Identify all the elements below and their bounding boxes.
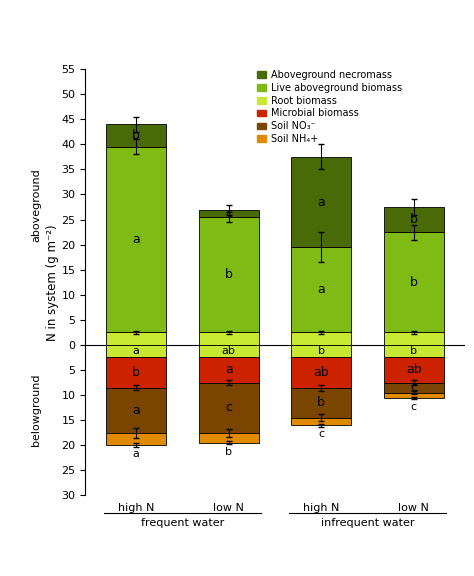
Text: b: b — [410, 346, 417, 356]
Bar — [383, 232, 444, 332]
Text: low N: low N — [213, 503, 244, 513]
Text: a: a — [132, 233, 140, 246]
Text: a: a — [225, 363, 233, 377]
Text: infrequent water: infrequent water — [320, 518, 414, 528]
Text: c: c — [410, 381, 417, 394]
Text: aboveground: aboveground — [31, 169, 41, 242]
Bar — [106, 147, 166, 332]
Text: a: a — [317, 195, 325, 209]
Bar — [199, 358, 259, 382]
Bar — [199, 433, 259, 443]
Text: ab: ab — [406, 363, 421, 377]
Text: b: b — [132, 366, 140, 379]
Text: b: b — [225, 268, 233, 281]
Bar — [199, 210, 259, 217]
Bar — [106, 433, 166, 445]
Text: b: b — [132, 129, 140, 142]
Bar — [106, 388, 166, 433]
Text: b: b — [225, 447, 232, 457]
Text: b: b — [318, 346, 325, 356]
Legend: Aboveground necromass, Live aboveground biomass, Root biomass, Microbial biomass: Aboveground necromass, Live aboveground … — [257, 70, 402, 145]
Text: c: c — [225, 401, 232, 414]
Bar — [383, 382, 444, 393]
Bar — [291, 388, 351, 418]
Text: a: a — [132, 404, 140, 416]
Bar — [383, 332, 444, 345]
Text: a: a — [317, 283, 325, 296]
Text: belowground: belowground — [31, 374, 41, 446]
Text: c: c — [410, 401, 417, 412]
Bar — [291, 332, 351, 345]
Text: frequent water: frequent water — [141, 518, 224, 528]
Text: high N: high N — [303, 503, 339, 513]
Text: b: b — [410, 213, 418, 226]
Bar — [199, 217, 259, 332]
Bar — [199, 345, 259, 358]
Bar — [383, 207, 444, 232]
Bar — [106, 358, 166, 388]
Text: c: c — [318, 429, 324, 439]
Bar — [106, 332, 166, 345]
Text: ab: ab — [222, 346, 236, 356]
Bar — [383, 358, 444, 382]
Bar — [106, 345, 166, 358]
Text: low N: low N — [398, 503, 429, 513]
Bar — [383, 393, 444, 397]
Text: b: b — [410, 276, 418, 289]
Bar — [291, 358, 351, 388]
Bar — [106, 124, 166, 147]
Bar — [383, 345, 444, 358]
Text: a: a — [133, 449, 140, 459]
Text: c: c — [225, 207, 232, 220]
Bar — [291, 418, 351, 425]
Bar — [291, 247, 351, 332]
Text: high N: high N — [118, 503, 155, 513]
Bar — [199, 332, 259, 345]
Bar — [291, 345, 351, 358]
Bar — [199, 382, 259, 433]
Text: b: b — [317, 396, 325, 409]
Y-axis label: N in system (g m⁻²): N in system (g m⁻²) — [46, 224, 59, 340]
Bar — [291, 157, 351, 247]
Text: ab: ab — [313, 366, 329, 379]
Text: a: a — [133, 346, 140, 356]
